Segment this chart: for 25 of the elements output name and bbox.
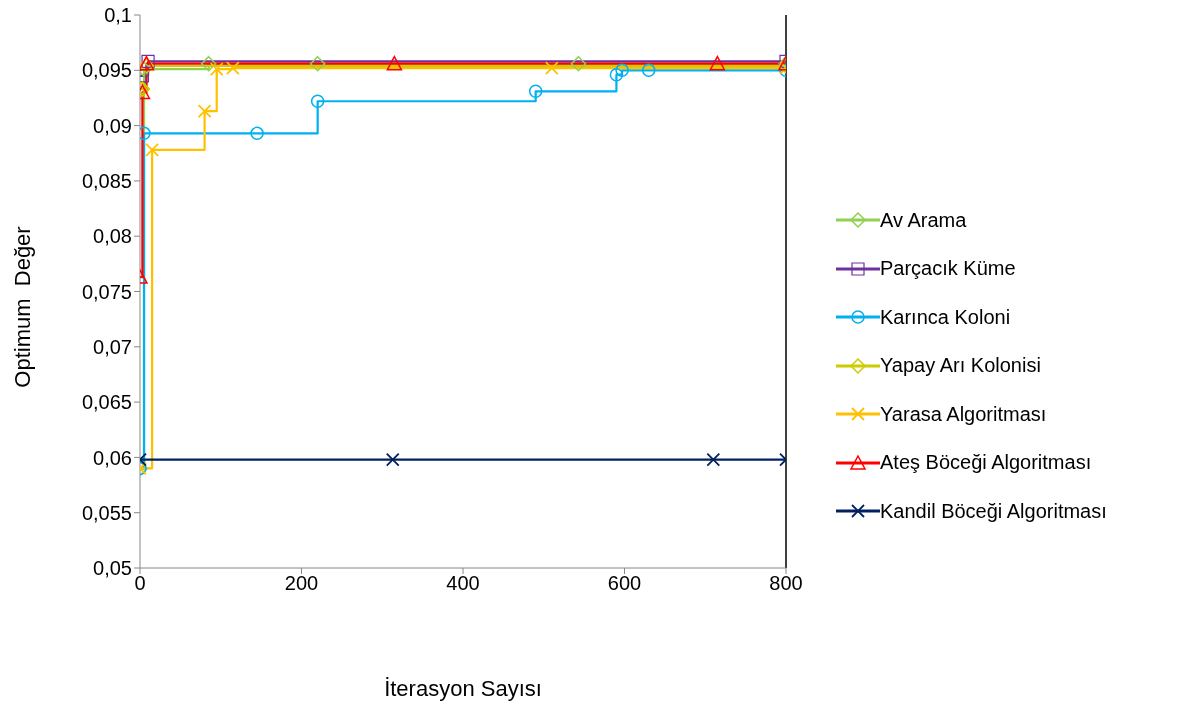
x-tick-label: 0 <box>134 572 146 595</box>
y-tick-label: 0,07 <box>93 335 132 358</box>
y-tick-label: 0,085 <box>81 170 132 192</box>
x-tick-label: 200 <box>284 572 319 595</box>
x-tick-label: 800 <box>769 572 803 595</box>
y-tick-label: 0,095 <box>81 59 132 82</box>
legend-label: Parçacık Küme <box>880 257 1016 281</box>
x-axis-title: İterasyon Sayısı <box>383 676 543 702</box>
legend-label: Kandil Böceği Algoritması <box>880 499 1107 523</box>
y-tick-label: 0,05 <box>93 557 132 580</box>
y-tick-label: 0,065 <box>81 391 132 414</box>
legend-label: Av Arama <box>880 208 967 232</box>
y-tick-label: 0,06 <box>93 446 132 469</box>
y-tick-label: 0,1 <box>104 4 132 27</box>
y-tick-label: 0,09 <box>93 114 132 137</box>
y-tick-label: 0,055 <box>81 501 132 524</box>
legend-label: Karınca Koloni <box>880 305 1011 329</box>
legend-label: Yarasa Algoritması <box>880 402 1047 426</box>
x-tick-label: 600 <box>607 572 642 595</box>
y-tick-label: 0,08 <box>93 225 132 248</box>
x-tick-label: 400 <box>446 572 480 595</box>
legend-label: Ateş Böceği Algoritması <box>880 451 1092 475</box>
y-axis-title: Optimum Değer <box>10 225 36 390</box>
y-tick-label: 0,075 <box>81 280 132 303</box>
legend-label: Yapay Arı Kolonisi <box>880 354 1041 378</box>
